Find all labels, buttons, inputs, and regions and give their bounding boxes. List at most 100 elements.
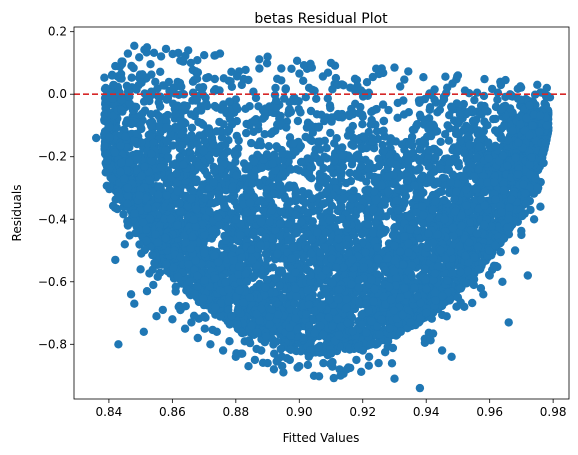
data-point bbox=[415, 110, 425, 120]
data-point bbox=[412, 208, 421, 217]
data-point bbox=[163, 110, 172, 120]
data-point bbox=[380, 196, 390, 206]
data-point bbox=[456, 284, 465, 293]
data-point bbox=[322, 143, 331, 153]
data-point bbox=[237, 80, 246, 90]
data-point bbox=[354, 299, 364, 308]
data-point bbox=[200, 230, 209, 240]
data-point bbox=[301, 93, 310, 102]
data-point bbox=[242, 128, 251, 138]
data-point bbox=[286, 305, 295, 314]
data-point bbox=[378, 100, 388, 109]
data-point bbox=[277, 170, 286, 179]
data-point bbox=[298, 333, 308, 342]
data-point bbox=[140, 89, 149, 98]
data-point bbox=[333, 295, 343, 304]
data-point bbox=[193, 282, 202, 291]
data-point bbox=[342, 241, 351, 250]
data-point bbox=[371, 195, 381, 205]
data-point bbox=[308, 128, 317, 137]
data-point bbox=[347, 280, 356, 289]
data-point bbox=[449, 231, 458, 241]
data-point bbox=[187, 123, 197, 132]
data-point bbox=[204, 151, 214, 161]
data-point bbox=[358, 110, 367, 119]
data-point bbox=[271, 337, 280, 346]
data-point bbox=[287, 64, 296, 74]
data-point bbox=[326, 164, 335, 174]
data-point bbox=[149, 138, 158, 148]
data-point bbox=[400, 197, 409, 206]
data-point bbox=[143, 139, 152, 148]
data-point bbox=[452, 187, 461, 196]
data-point bbox=[219, 74, 228, 83]
data-point bbox=[232, 292, 241, 301]
data-point bbox=[252, 309, 261, 319]
data-point bbox=[339, 263, 348, 272]
data-point bbox=[460, 149, 469, 158]
data-point bbox=[203, 101, 212, 111]
data-point bbox=[301, 132, 310, 142]
data-point bbox=[422, 284, 431, 294]
data-point bbox=[265, 320, 274, 329]
data-point bbox=[472, 229, 482, 238]
data-point bbox=[440, 195, 449, 205]
data-point bbox=[200, 136, 209, 145]
data-point bbox=[293, 116, 303, 126]
data-point bbox=[503, 161, 512, 171]
data-point bbox=[230, 197, 239, 206]
data-point bbox=[487, 222, 496, 231]
data-point bbox=[499, 122, 509, 131]
data-point bbox=[412, 166, 421, 175]
data-point bbox=[330, 177, 339, 187]
data-point bbox=[230, 149, 239, 159]
data-point bbox=[406, 212, 415, 222]
data-point bbox=[480, 187, 489, 197]
data-point bbox=[291, 147, 300, 156]
data-point bbox=[271, 225, 280, 235]
data-point bbox=[187, 131, 196, 140]
data-point bbox=[369, 297, 378, 306]
data-point bbox=[342, 303, 351, 313]
data-point bbox=[463, 266, 472, 276]
data-point bbox=[451, 206, 460, 216]
data-point bbox=[453, 147, 462, 156]
data-point bbox=[319, 163, 328, 173]
data-point bbox=[362, 177, 371, 186]
data-point bbox=[362, 185, 372, 195]
data-point bbox=[261, 249, 270, 259]
data-point bbox=[479, 172, 488, 181]
data-point bbox=[381, 300, 390, 309]
data-point bbox=[123, 199, 132, 208]
data-point bbox=[294, 104, 303, 114]
data-point bbox=[416, 298, 425, 308]
data-point bbox=[344, 248, 353, 257]
data-point bbox=[190, 265, 199, 274]
data-point bbox=[278, 293, 288, 303]
data-point bbox=[303, 208, 312, 217]
data-point bbox=[261, 332, 271, 341]
data-point bbox=[312, 94, 321, 104]
data-point bbox=[163, 152, 173, 162]
data-point bbox=[320, 136, 329, 145]
data-point bbox=[392, 196, 401, 205]
data-point bbox=[146, 132, 156, 141]
data-point bbox=[289, 139, 298, 148]
data-point bbox=[219, 120, 228, 129]
data-point bbox=[176, 207, 185, 216]
data-point bbox=[217, 133, 227, 142]
data-point bbox=[225, 112, 234, 122]
chart-title: betas Residual Plot bbox=[254, 11, 388, 27]
data-point bbox=[292, 292, 301, 301]
data-point bbox=[388, 179, 397, 188]
data-point bbox=[101, 104, 110, 113]
data-point bbox=[321, 289, 331, 298]
data-point bbox=[202, 73, 211, 83]
data-point bbox=[307, 201, 316, 210]
data-point bbox=[449, 268, 458, 277]
data-point bbox=[499, 180, 508, 189]
data-point bbox=[291, 189, 300, 199]
data-point bbox=[393, 113, 402, 123]
data-point bbox=[465, 140, 474, 150]
data-point bbox=[437, 187, 446, 196]
